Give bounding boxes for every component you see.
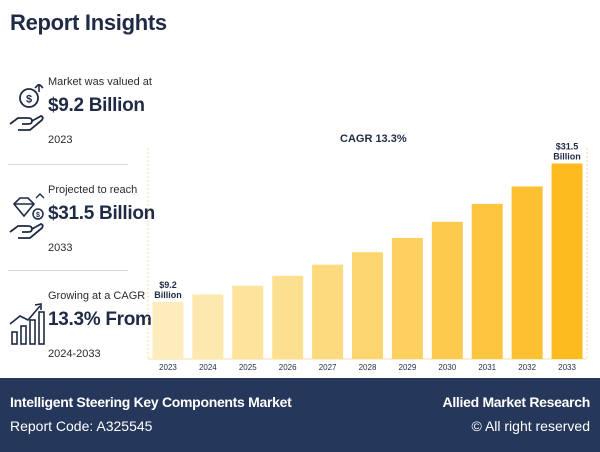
growth-chart-icon bbox=[9, 303, 45, 345]
stat-value: $9.2 Billion bbox=[48, 95, 145, 116]
x-tick-label: 2027 bbox=[319, 363, 337, 372]
bar-chart: CAGR 13.3% 2023 $9.2 Billion 2024 2025 2026 20… bbox=[140, 130, 595, 375]
x-tick-label: 2028 bbox=[359, 363, 377, 372]
data-label: $31.5 bbox=[556, 142, 579, 152]
stat-value: $31.5 Billion bbox=[48, 203, 155, 224]
x-tick-label: 2032 bbox=[518, 363, 536, 372]
data-label: Billion bbox=[553, 152, 581, 162]
svg-text:$: $ bbox=[26, 94, 32, 106]
data-label: $9.2 bbox=[159, 280, 177, 290]
report-code: Report Code: A325545 bbox=[10, 418, 153, 434]
x-tick-label: 2026 bbox=[279, 363, 297, 372]
divider bbox=[8, 164, 128, 165]
stat-sub: 2033 bbox=[48, 242, 73, 254]
report-name: Intelligent Steering Key Components Mark… bbox=[10, 394, 292, 410]
footer: Intelligent Steering Key Components Mark… bbox=[0, 378, 600, 452]
svg-text:$: $ bbox=[36, 212, 40, 219]
money-hand-icon: $ bbox=[9, 84, 44, 131]
bar-2029 bbox=[391, 237, 423, 359]
stat-label: Market was valued at bbox=[48, 76, 152, 88]
chart-title: CAGR 13.3% bbox=[340, 133, 407, 145]
bar-2028 bbox=[352, 252, 383, 359]
bar-2030 bbox=[431, 221, 463, 359]
stat-sub: 2024-2033 bbox=[48, 348, 101, 360]
x-tick-label: 2031 bbox=[478, 363, 496, 372]
stat-sub: 2023 bbox=[48, 134, 73, 146]
rights-text: © All right reserved bbox=[471, 418, 590, 434]
x-tick-label: 2023 bbox=[159, 363, 177, 372]
bar-2032 bbox=[511, 186, 543, 359]
x-tick-label: 2030 bbox=[438, 363, 456, 372]
bar-2024 bbox=[192, 294, 224, 359]
x-tick-label: 2024 bbox=[199, 363, 217, 372]
data-label: Billion bbox=[154, 290, 182, 300]
bar-2023 bbox=[152, 301, 184, 359]
bar-2026 bbox=[272, 275, 304, 359]
stat-label: Growing at a CAGR bbox=[48, 290, 146, 302]
page-title: Report Insights bbox=[10, 10, 167, 35]
bar-2027 bbox=[312, 264, 344, 359]
x-tick-label: 2033 bbox=[558, 363, 576, 372]
diamond-hand-icon: $ bbox=[9, 193, 45, 239]
stat-label: Projected to reach bbox=[48, 184, 138, 196]
x-tick-label: 2029 bbox=[399, 363, 417, 372]
divider bbox=[8, 270, 128, 271]
bar-2033 bbox=[551, 163, 583, 359]
stat-value: 13.3% From bbox=[48, 309, 152, 330]
x-tick-label: 2025 bbox=[239, 363, 257, 372]
bar-2025 bbox=[232, 285, 264, 359]
brand-name: Allied Market Research bbox=[442, 394, 591, 410]
bar-2031 bbox=[471, 203, 503, 359]
